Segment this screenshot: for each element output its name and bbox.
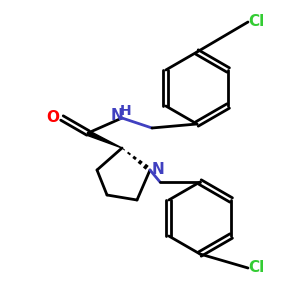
Text: H: H <box>120 104 132 118</box>
Polygon shape <box>87 131 122 148</box>
Text: O: O <box>46 110 59 125</box>
Text: Cl: Cl <box>248 14 264 29</box>
Text: N: N <box>111 107 123 122</box>
Text: N: N <box>152 163 164 178</box>
Text: Cl: Cl <box>248 260 264 275</box>
